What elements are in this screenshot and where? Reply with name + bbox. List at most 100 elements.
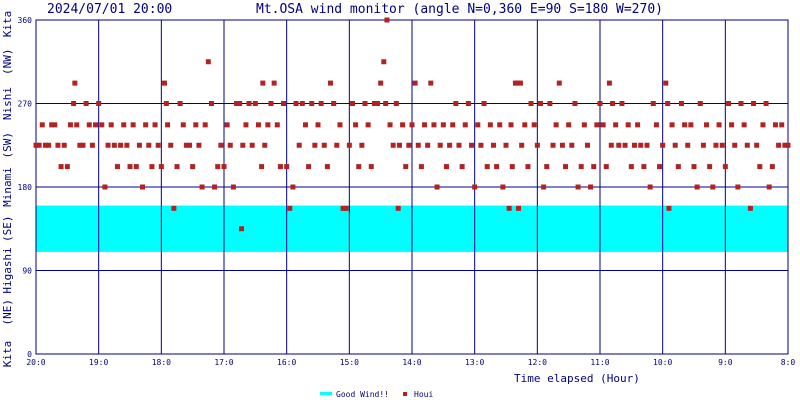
wind-point — [675, 164, 681, 170]
wind-point — [218, 142, 224, 148]
wind-point — [249, 142, 255, 148]
wind-point — [284, 164, 290, 170]
wind-point — [309, 101, 315, 106]
wind-point — [688, 122, 694, 128]
wind-point — [378, 80, 384, 86]
wind-point — [713, 142, 719, 148]
wind-point — [508, 122, 514, 128]
wind-point — [208, 101, 214, 106]
wind-point — [400, 122, 406, 128]
wind-point — [650, 101, 656, 106]
wind-point — [72, 80, 78, 86]
wind-point — [55, 142, 61, 148]
wind-point — [425, 142, 431, 148]
wind-point — [174, 164, 180, 170]
legend: Good Wind!! Houi — [320, 390, 433, 399]
legend-point-label: Houi — [414, 390, 433, 399]
wind-point — [631, 142, 637, 148]
wind-point — [776, 142, 782, 148]
y-direction-label: Minami — [1, 167, 14, 207]
wind-point — [500, 184, 506, 190]
wind-point — [597, 101, 603, 106]
wind-point — [224, 122, 230, 128]
wind-point — [349, 101, 355, 106]
wind-point — [550, 142, 556, 148]
x-tick-label: 20:0 — [26, 358, 45, 367]
wind-point — [541, 184, 547, 190]
wind-point — [239, 226, 245, 232]
wind-point — [729, 122, 735, 128]
wind-point — [260, 80, 266, 86]
wind-point — [450, 122, 456, 128]
wind-point — [252, 101, 258, 106]
wind-point — [136, 142, 142, 148]
wind-point — [205, 59, 211, 65]
y-direction-labels: Kita (NE) Higashi (SE) Minami (SW) Nishi (NW) Ki… — [1, 11, 14, 368]
wind-point — [616, 142, 622, 148]
wind-point — [666, 205, 672, 211]
y-direction-label: Higashi — [1, 247, 14, 293]
wind-point — [114, 164, 120, 170]
x-tick-labels: 20:0 19:0 18:0 17:0 16:0 15:0 14:0 13:0 12:0 11:0… — [26, 358, 795, 367]
wind-point — [610, 101, 616, 106]
wind-point — [58, 164, 64, 170]
wind-point — [707, 164, 713, 170]
wind-point — [390, 142, 396, 148]
wind-point — [691, 164, 697, 170]
wind-point — [606, 80, 612, 86]
wind-point — [152, 122, 158, 128]
wind-point — [537, 101, 543, 106]
wind-point — [600, 122, 606, 128]
wind-point — [635, 122, 641, 128]
wind-point — [259, 164, 265, 170]
y-direction-label: (SE) — [1, 216, 14, 243]
wind-point — [296, 142, 302, 148]
wind-point — [71, 101, 77, 106]
x-tick-label: 10:0 — [653, 358, 672, 367]
wind-point — [149, 164, 155, 170]
wind-point — [193, 122, 199, 128]
wind-point — [99, 122, 105, 128]
wind-point — [127, 164, 133, 170]
wind-point — [412, 80, 418, 86]
wind-point — [155, 142, 161, 148]
wind-point — [93, 122, 99, 128]
wind-point — [603, 164, 609, 170]
wind-point — [440, 122, 446, 128]
wind-point — [782, 142, 788, 148]
wind-point — [719, 142, 725, 148]
wind-point — [534, 142, 540, 148]
wind-point — [456, 142, 462, 148]
wind-point — [121, 122, 127, 128]
wind-point — [328, 80, 334, 86]
wind-point — [133, 164, 139, 170]
wind-point — [462, 122, 468, 128]
wind-point — [321, 142, 327, 148]
legend-band-label: Good Wind!! — [336, 390, 389, 399]
plot-frame — [35, 19, 789, 355]
wind-point — [685, 142, 691, 148]
wind-point — [415, 142, 421, 148]
wind-point — [509, 164, 515, 170]
wind-point — [111, 142, 117, 148]
wind-point — [553, 122, 559, 128]
wind-point — [290, 184, 296, 190]
wind-point — [653, 122, 659, 128]
wind-point — [591, 164, 597, 170]
legend-point-swatch — [403, 392, 407, 396]
wind-point — [481, 101, 487, 106]
wind-point — [588, 184, 594, 190]
wind-point — [716, 122, 722, 128]
x-tick-label: 14:0 — [402, 358, 421, 367]
wind-point — [522, 122, 528, 128]
wind-point — [638, 142, 644, 148]
wind-point — [437, 142, 443, 148]
y-direction-label: (SW) — [1, 132, 14, 159]
wind-point — [381, 59, 387, 65]
x-tick-label: 11:0 — [590, 358, 609, 367]
wind-point — [503, 142, 509, 148]
wind-point — [622, 142, 628, 148]
y-tick-label: 0 — [27, 350, 32, 359]
wind-point — [36, 142, 42, 148]
wind-point — [710, 184, 716, 190]
